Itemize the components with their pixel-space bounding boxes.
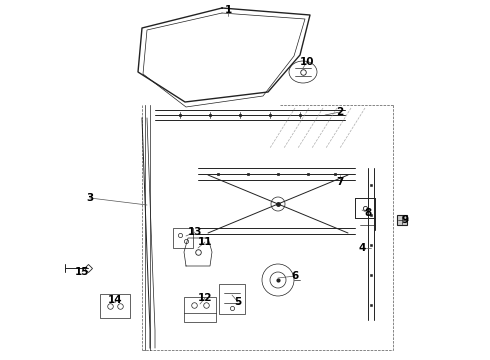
Text: 3: 3 — [86, 193, 94, 203]
Text: 8: 8 — [365, 208, 371, 218]
Text: 12: 12 — [198, 293, 212, 303]
Text: 2: 2 — [336, 107, 343, 117]
Text: 4: 4 — [358, 243, 366, 253]
Text: 13: 13 — [188, 227, 202, 237]
Text: 6: 6 — [292, 271, 298, 281]
Text: 1: 1 — [224, 5, 232, 15]
Text: 9: 9 — [401, 215, 409, 225]
Text: 15: 15 — [75, 267, 89, 277]
Text: 11: 11 — [198, 237, 212, 247]
Text: 10: 10 — [300, 57, 314, 67]
Text: 7: 7 — [336, 177, 343, 187]
Text: 5: 5 — [234, 297, 242, 307]
Text: 14: 14 — [108, 295, 122, 305]
